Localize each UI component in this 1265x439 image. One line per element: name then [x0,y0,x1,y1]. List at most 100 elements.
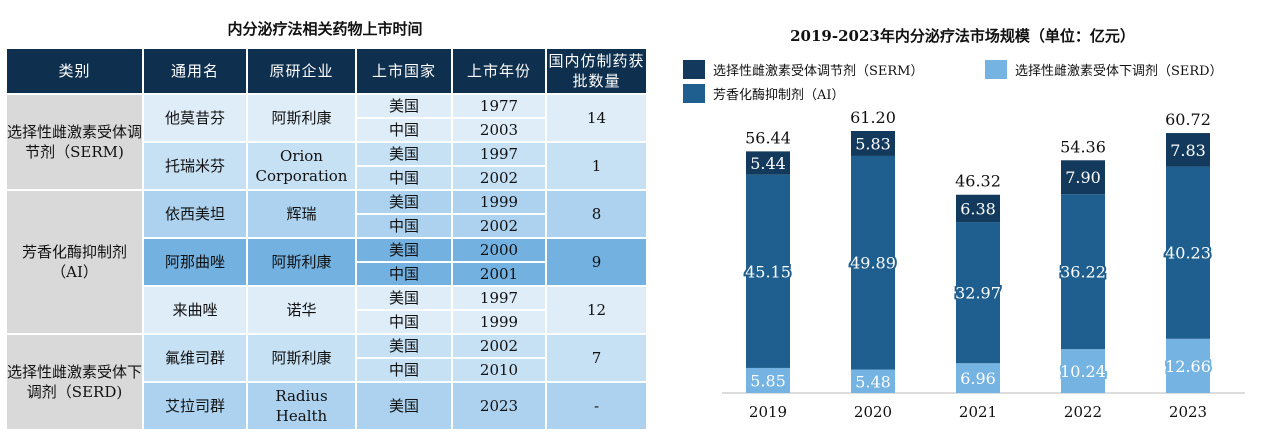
data-label: 10.24 [1060,362,1106,381]
table-row: 中国 2002 [6,213,647,239]
drug-name-cell: 他莫昔芬 [142,93,248,143]
column-header: 原研企业 [246,47,357,95]
year-cell: 2002 [451,333,547,359]
column-header: 类别 [5,47,144,95]
x-tick-label: 2023 [1169,403,1207,421]
table-row: 中国 2003 [6,117,647,143]
generics-count-cell: 12 [545,285,648,335]
data-label: 5.83 [855,134,891,153]
data-label: 12.66 [1165,357,1211,376]
bar-segment [851,131,895,156]
bar-segment [1061,160,1105,195]
bar-segment [956,194,1000,223]
country-cell: 中国 [355,357,453,383]
bar-segment [1166,338,1210,393]
company-cell: 阿斯利康 [246,237,357,287]
bar-segment [851,155,895,370]
country-cell: 美国 [355,381,453,431]
data-label: 6.38 [960,199,996,218]
drug-name-cell: 依西美坦 [142,189,248,239]
x-tick-label: 2022 [1064,403,1102,421]
year-cell: 2002 [451,213,547,239]
year-cell: 1999 [451,309,547,335]
x-tick-label: 2020 [854,403,892,421]
data-label: 5.85 [750,371,786,390]
data-label: 7.83 [1170,141,1206,160]
data-label: 40.23 [1165,244,1211,263]
bar-segment [746,174,790,368]
column-header: 上市年份 [451,47,547,95]
country-cell: 美国 [355,237,453,263]
country-cell: 美国 [355,333,453,359]
table-row: 中国 1999 [6,309,647,335]
legend-swatch [683,84,705,103]
bar-segment [1166,166,1210,339]
table-row: 中国 2010 [6,357,647,383]
year-cell: 2001 [451,261,547,287]
country-cell: 中国 [355,213,453,239]
country-cell: 中国 [355,261,453,287]
legend-item: 选择性雌激素受体调节剂（SERM） [683,60,924,79]
table-row: 来曲唑 诺华 美国 1997 12 [6,285,648,335]
data-label: 36.22 [1060,263,1106,282]
country-cell: 美国 [355,189,453,215]
data-label: 6.96 [960,369,996,388]
year-cell: 2003 [451,117,547,143]
company-cell: 阿斯利康 [246,93,357,143]
table-row: 选择性雌激素受体下调剂（SERD) 氟维司群 阿斯利康 美国 2002 7 [5,333,648,431]
chart-title: 2019-2023年内分泌疗法市场规模（单位：亿元） [790,27,1135,45]
year-cell: 1999 [451,189,547,215]
table-row: 托瑞米芬 Orion Corporation 美国 1997 1 [6,141,648,191]
bar-segment [1061,194,1105,350]
total-label: 54.36 [1060,137,1106,156]
table-row: 选择性雌激素受体调节剂（SERM) 他莫昔芬 阿斯利康 美国 1977 14 [5,93,648,191]
table-row: 中国 2001 [6,261,647,287]
column-header: 上市国家 [355,47,453,95]
company-cell: Radius Health [246,381,357,431]
drug-name-cell: 来曲唑 [142,285,248,335]
generics-count-cell: 9 [545,237,648,287]
drug-launch-table: 类别 通用名 原研企业 上市国家 上市年份 国内仿制药获批数量 选择性雌激素受体调节剂（S… [5,47,648,431]
total-label: 61.20 [850,108,896,127]
total-label: 56.44 [745,128,791,147]
drug-name-cell: 托瑞米芬 [142,141,248,191]
year-cell: 1997 [451,141,547,167]
year-cell: 2010 [451,357,547,383]
legend-label: 芳香化酶抑制剂（AI） [713,88,845,103]
table-row: 阿那曲唑 阿斯利康 美国 2000 9 [6,237,648,287]
bar-segment [746,367,790,393]
year-cell: 2002 [451,165,547,191]
table-row: 芳香化酶抑制剂（AI） 依西美坦 辉瑞 美国 1999 8 [5,189,648,335]
legend-label: 选择性雌激素受体下调剂（SERD） [1015,64,1223,79]
column-header: 国内仿制药获批数量 [545,47,648,95]
data-label: 7.90 [1065,168,1101,187]
legend-label: 选择性雌激素受体调节剂（SERM） [713,64,924,79]
country-cell: 美国 [355,285,453,311]
generics-count-cell: 14 [545,93,648,143]
bar-segment [851,369,895,393]
x-tick-label: 2021 [959,403,997,421]
company-cell: 辉瑞 [246,189,357,239]
table-title: 内分泌疗法相关药物上市时间 [227,20,423,38]
data-label: 5.48 [855,372,891,391]
generics-count-cell: 8 [545,189,648,239]
column-header: 通用名 [142,47,248,95]
year-cell: 1997 [451,285,547,311]
year-cell: 2000 [451,237,547,263]
legend-swatch [683,60,705,79]
table-row: 中国 2002 [6,165,647,191]
bar-segment [1061,349,1105,393]
total-label: 46.32 [955,172,1001,191]
data-label: 49.89 [850,254,896,273]
country-cell: 美国 [355,93,453,119]
country-cell: 中国 [355,117,453,143]
company-cell: Orion Corporation [246,141,357,191]
legend-item: 选择性雌激素受体下调剂（SERD） [985,60,1223,79]
total-label: 60.72 [1165,110,1211,129]
company-cell: 诺华 [246,285,357,335]
bar-segment [1166,133,1210,167]
category-cell: 选择性雌激素受体下调剂（SERD) [5,333,144,431]
company-cell: 阿斯利康 [246,333,357,383]
bar-segment [746,151,790,175]
country-cell: 中国 [355,165,453,191]
